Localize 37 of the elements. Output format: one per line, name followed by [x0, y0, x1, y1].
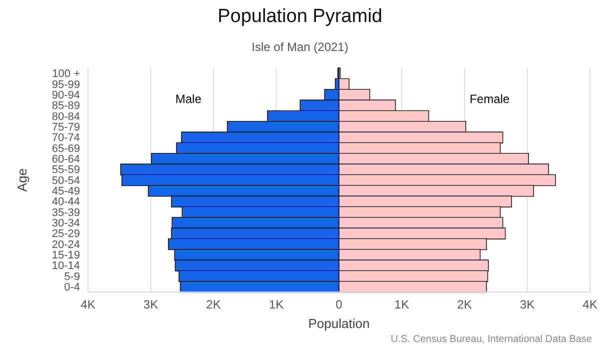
y-tick-label: 95-99 — [52, 78, 80, 91]
y-tick-label: 100 + — [52, 68, 80, 80]
chart-subtitle: Isle of Man (2021) — [250, 40, 350, 54]
y-tick-label: 15-19 — [52, 250, 80, 262]
y-tick-label: 35-39 — [52, 206, 80, 219]
y-tick-label: 80-84 — [52, 110, 80, 123]
y-tick-label: 5-9 — [64, 270, 80, 283]
y-tick-label: 45-49 — [52, 186, 80, 198]
x-tick-label: 2K — [206, 298, 221, 312]
y-tick-label: 90-94 — [52, 90, 80, 102]
text: U.S. Census Bureau, International Data Base — [390, 334, 592, 345]
x-tick-label: 0 — [336, 298, 343, 312]
y-tick-label: 75-79 — [52, 122, 80, 134]
y-tick-label: 50-54 — [52, 174, 80, 187]
y-axis-title: Age — [14, 168, 30, 192]
x-tick-label: 3K — [143, 298, 158, 312]
x-tick-label: 4K — [80, 298, 96, 312]
y-tick-label: 20-24 — [52, 238, 80, 251]
y-tick-label: 40-44 — [52, 196, 80, 208]
x-tick-label: 3K — [520, 298, 535, 312]
x-tick-label: 2K — [457, 298, 472, 312]
y-tick-label: 60-64 — [52, 154, 80, 166]
x-tick-label: 1K — [394, 298, 410, 312]
y-tick-label: 70-74 — [52, 132, 80, 144]
x-tick-label: 1K — [268, 298, 284, 312]
y-tick-label: 10-14 — [52, 260, 80, 272]
x-axis-title: Population — [307, 316, 371, 331]
y-tick-label: 0-4 — [64, 282, 80, 294]
y-tick-label: 25-29 — [52, 228, 80, 240]
y-tick-label: 55-59 — [52, 164, 80, 176]
x-tick-label: 4K — [582, 298, 598, 312]
y-tick-label: 85-89 — [52, 100, 80, 112]
y-tick-label: 65-69 — [52, 142, 80, 155]
chart-title: Population Pyramid — [216, 6, 384, 28]
series-label: Female — [468, 92, 511, 106]
y-tick-label: 30-34 — [52, 218, 80, 230]
text: Male — [174, 92, 202, 106]
